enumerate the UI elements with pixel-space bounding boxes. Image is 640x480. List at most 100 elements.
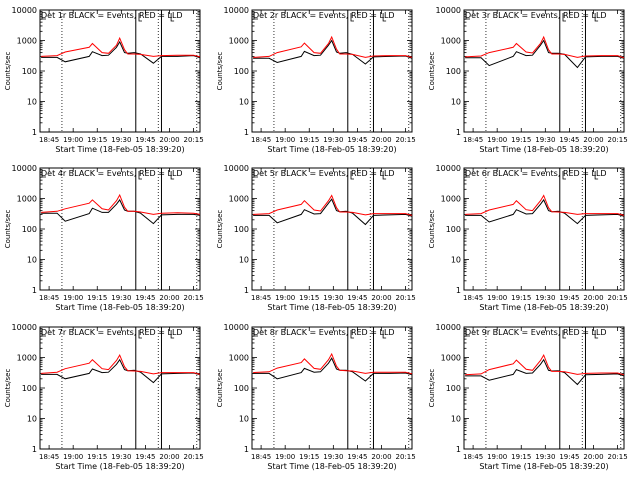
x-tick-label: 20:00 xyxy=(371,294,391,302)
x-tick-label: 18:45 xyxy=(463,453,483,461)
y-tick-label: 1 xyxy=(456,128,461,137)
x-tick-label: 20:00 xyxy=(159,294,179,302)
plot-frame xyxy=(251,9,413,133)
chart-title: Det 7r BLACK = Events, RED = LLD xyxy=(41,328,183,337)
y-tick-label: 1 xyxy=(32,445,37,454)
x-tick-label: 19:45 xyxy=(135,294,155,302)
y-tick-label: 10 xyxy=(451,415,461,424)
y-tick-label: 10000 xyxy=(224,6,249,15)
x-tick-label: 19:30 xyxy=(323,294,343,302)
x-tick-label: 19:00 xyxy=(63,136,83,144)
bracket-marker xyxy=(253,171,258,178)
x-tick-label: 19:45 xyxy=(347,294,367,302)
y-tick-label: 1000 xyxy=(441,354,461,363)
x-tick-label: 19:15 xyxy=(511,136,531,144)
x-tick-label: 19:30 xyxy=(535,294,555,302)
x-tick-label: 19:15 xyxy=(87,294,107,302)
x-tick-label: 19:30 xyxy=(111,453,131,461)
y-tick-label: 10 xyxy=(27,415,37,424)
bracket-marker xyxy=(350,171,354,180)
bracket-marker xyxy=(350,330,354,339)
bracket-marker xyxy=(594,330,599,339)
y-tick-label: 10000 xyxy=(12,323,37,332)
bracket-marker xyxy=(382,13,387,22)
y-tick-label: 1000 xyxy=(17,195,37,204)
x-tick-label: 20:15 xyxy=(395,294,415,302)
y-axis-label: Counts/sec xyxy=(4,210,12,249)
panel-det-7r: 1 10 100 1000 10000 18:45 19:00 19:15 19:30 19:45… xyxy=(4,323,204,471)
plot-frame xyxy=(463,167,625,291)
x-tick-label: 20:15 xyxy=(183,294,203,302)
bracket-marker xyxy=(562,171,566,180)
x-axis-label: Start Time (18-Feb-05 18:39:20) xyxy=(267,303,396,312)
x-tick-label: 19:00 xyxy=(487,453,507,461)
plot-frame xyxy=(463,326,625,450)
x-tick-label: 20:15 xyxy=(395,453,415,461)
x-tick-label: 20:00 xyxy=(583,294,603,302)
bracket-marker xyxy=(41,13,46,20)
y-tick-label: 1 xyxy=(244,445,249,454)
series-line-events xyxy=(253,198,413,226)
chart-title: Det 1r BLACK = Events, RED = LLD xyxy=(41,11,183,20)
y-tick-label: 1000 xyxy=(17,354,37,363)
x-tick-label: 20:15 xyxy=(607,136,627,144)
y-tick-label: 100 xyxy=(234,384,249,393)
x-tick-label: 19:15 xyxy=(87,453,107,461)
y-tick-label: 10 xyxy=(27,256,37,265)
series-line-events xyxy=(41,40,201,64)
bracket-marker xyxy=(253,13,258,20)
x-axis-label: Start Time (18-Feb-05 18:39:20) xyxy=(267,462,396,471)
y-axis-label: Counts/sec xyxy=(216,52,224,91)
bracket-marker xyxy=(253,330,258,337)
x-tick-label: 19:15 xyxy=(87,136,107,144)
bracket-marker xyxy=(170,330,175,339)
plot-frame xyxy=(39,9,201,133)
x-tick-label: 19:00 xyxy=(487,294,507,302)
x-tick-label: 19:45 xyxy=(559,453,579,461)
panel-det-2r: 1 10 100 1000 10000 18:45 19:00 19:15 19:30 19:45… xyxy=(216,6,416,154)
series-line-lld xyxy=(253,352,413,375)
series-line-events xyxy=(41,198,201,225)
y-tick-label: 10 xyxy=(239,256,249,265)
x-tick-label: 19:30 xyxy=(111,294,131,302)
plot-frame xyxy=(39,167,201,291)
x-tick-label: 19:15 xyxy=(299,453,319,461)
bracket-marker xyxy=(382,330,387,339)
plot-frame xyxy=(251,167,413,291)
x-tick-label: 19:45 xyxy=(559,136,579,144)
series-line-lld xyxy=(41,353,201,375)
y-tick-label: 10000 xyxy=(224,164,249,173)
y-tick-label: 10000 xyxy=(12,164,37,173)
y-tick-label: 100 xyxy=(22,67,37,76)
y-axis-label: Counts/sec xyxy=(216,369,224,408)
panel-det-9r: 1 10 100 1000 10000 18:45 19:00 19:15 19:30 19:45… xyxy=(428,323,628,471)
y-axis-label: Counts/sec xyxy=(4,52,12,91)
x-tick-label: 19:30 xyxy=(323,136,343,144)
y-axis-label: Counts/sec xyxy=(428,210,436,249)
series-line-events xyxy=(253,357,413,382)
x-tick-label: 19:30 xyxy=(535,453,555,461)
x-tick-label: 20:00 xyxy=(159,453,179,461)
y-tick-label: 1000 xyxy=(229,195,249,204)
y-tick-label: 10000 xyxy=(12,6,37,15)
x-tick-label: 19:45 xyxy=(135,453,155,461)
x-tick-label: 19:00 xyxy=(275,136,295,144)
x-tick-label: 19:15 xyxy=(511,294,531,302)
series-line-lld xyxy=(41,36,201,58)
series-line-lld xyxy=(41,193,201,215)
bracket-marker xyxy=(170,13,175,22)
series-line-events xyxy=(41,358,201,384)
y-tick-label: 1000 xyxy=(229,354,249,363)
series-line-lld xyxy=(465,35,625,59)
x-tick-label: 19:00 xyxy=(63,294,83,302)
bracket-marker xyxy=(465,171,470,178)
x-tick-label: 19:00 xyxy=(275,294,295,302)
x-tick-label: 18:45 xyxy=(463,136,483,144)
y-tick-label: 1000 xyxy=(441,195,461,204)
y-tick-label: 10000 xyxy=(436,323,461,332)
x-tick-label: 20:00 xyxy=(583,136,603,144)
bracket-marker xyxy=(562,13,566,22)
x-tick-label: 19:45 xyxy=(347,136,367,144)
series-line-lld xyxy=(253,35,413,58)
